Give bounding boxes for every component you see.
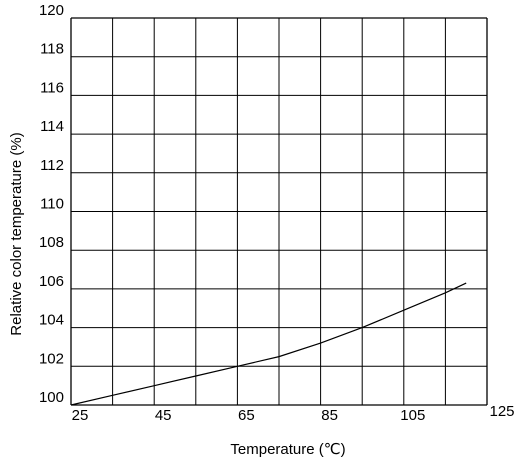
y-tick-label: 108 <box>39 234 64 251</box>
x-tick-label: 105 <box>400 407 425 424</box>
x-tick-label: 45 <box>155 407 172 424</box>
x-tick-label: 125 <box>489 403 514 420</box>
x-tick-label: 85 <box>321 407 338 424</box>
y-tick-label: 106 <box>39 273 64 290</box>
y-tick-label: 102 <box>39 350 64 367</box>
y-tick-label: 104 <box>39 312 64 329</box>
y-axis-title: Relative color temperature (%) <box>8 132 25 335</box>
y-tick-label: 112 <box>40 157 64 174</box>
x-tick-label: 65 <box>238 407 255 424</box>
y-tick-label: 120 <box>39 2 64 19</box>
x-axis-ticks: 25 45 65 85 105 125 <box>72 403 515 424</box>
y-tick-label: 110 <box>40 196 64 213</box>
y-axis-ticks: 100 102 104 106 108 110 112 114 116 118 120 <box>39 2 64 406</box>
x-tick-label: 25 <box>72 407 89 424</box>
y-tick-label: 114 <box>40 118 64 135</box>
x-axis-title: Temperature (℃) <box>230 441 345 458</box>
y-tick-label: 118 <box>40 41 64 58</box>
series-layer <box>70 282 467 406</box>
y-tick-label: 116 <box>40 79 64 96</box>
series-line-0 <box>70 282 467 406</box>
grid <box>70 17 488 406</box>
y-tick-label: 100 <box>39 389 64 406</box>
